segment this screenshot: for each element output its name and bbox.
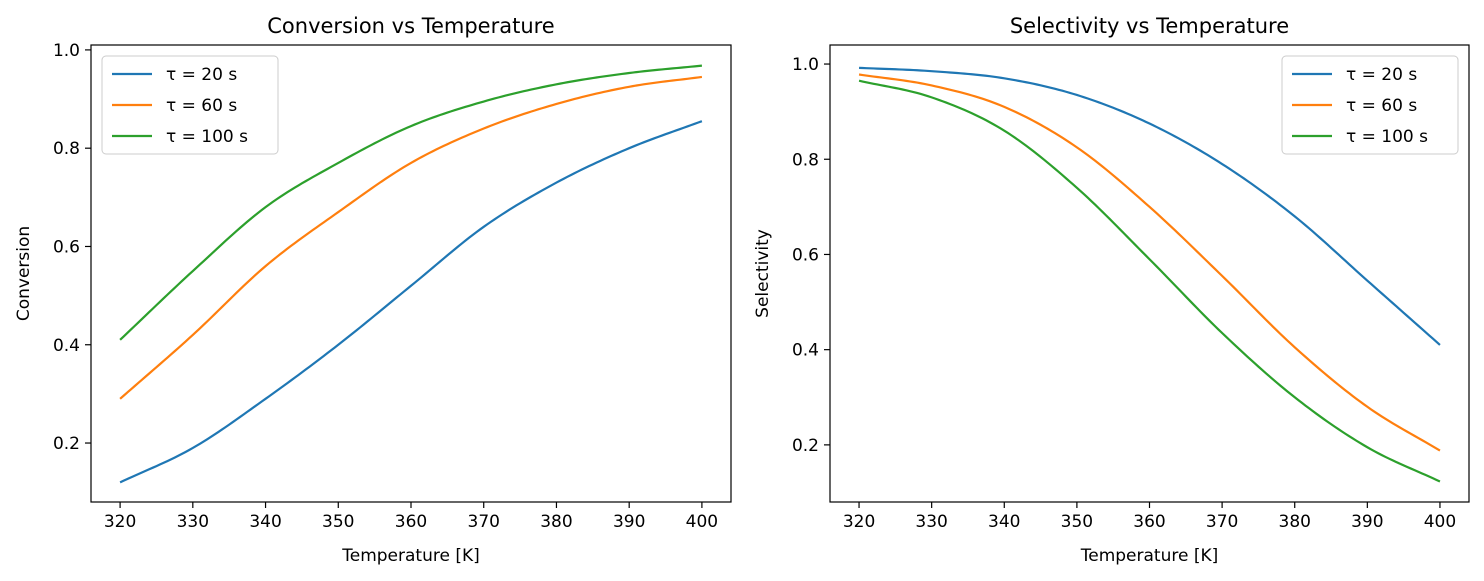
- x-tick-label: 330: [177, 512, 209, 532]
- y-tick-label: 0.4: [53, 336, 80, 356]
- y-tick-label: 0.2: [53, 434, 80, 454]
- conversion-chart: 320 330 340 350 360 370 380 390 400 0.2 0.4 0.6 0.8 1…: [14, 14, 732, 566]
- series-line-60-s: [119, 75, 703, 400]
- legend-label-60-s: τ = 60 s: [1346, 96, 1417, 116]
- y-axis-label: Selectivity: [753, 229, 773, 318]
- x-tick-label: 340: [988, 512, 1020, 532]
- chart-title: Selectivity vs Temperature: [1010, 14, 1289, 38]
- y-tick-label: 0.8: [53, 139, 80, 159]
- x-tick-label: 320: [104, 512, 136, 532]
- x-tick-label: 330: [915, 512, 947, 532]
- series-line-100-s: [858, 79, 1441, 483]
- x-tick-label: 340: [249, 512, 281, 532]
- y-tick-label: 0.6: [792, 245, 819, 265]
- legend-label-100-s: τ = 100 s: [1346, 127, 1428, 147]
- y-tick-label: 1.0: [53, 41, 80, 61]
- y-tick-label: 0.4: [792, 341, 819, 361]
- x-tick-label: 380: [540, 512, 572, 532]
- y-tick-label: 0.2: [792, 436, 819, 456]
- x-tick-label: 350: [1061, 512, 1093, 532]
- x-tick-label: 370: [1206, 512, 1238, 532]
- x-tick-label: 350: [322, 512, 354, 532]
- legend-label-20-s: τ = 20 s: [166, 65, 237, 85]
- series-line-100-s: [119, 64, 703, 341]
- series-line-20-s: [119, 120, 703, 484]
- x-tick-label: 370: [468, 512, 500, 532]
- series-line-60-s: [858, 73, 1441, 452]
- legend: τ = 20 s τ = 60 s τ = 100 s: [1281, 55, 1459, 155]
- x-tick-label: 360: [395, 512, 427, 532]
- x-tick-label: 360: [1133, 512, 1165, 532]
- x-tick-label: 320: [843, 512, 875, 532]
- legend-box: [1281, 55, 1459, 155]
- legend-box: [101, 55, 279, 155]
- x-tick-label: 390: [613, 512, 645, 532]
- chart-title: Conversion vs Temperature: [267, 14, 554, 38]
- y-axis-label: Conversion: [14, 226, 34, 321]
- x-tick-label: 400: [1424, 512, 1456, 532]
- legend: τ = 20 s τ = 60 s τ = 100 s: [101, 55, 279, 155]
- x-axis-label: Temperature [K]: [341, 546, 480, 566]
- x-tick-label: 400: [686, 512, 718, 532]
- legend-label-20-s: τ = 20 s: [1346, 65, 1417, 85]
- x-tick-label: 380: [1279, 512, 1311, 532]
- y-tick-label: 0.8: [792, 150, 819, 170]
- y-tick-label: 0.6: [53, 237, 80, 257]
- x-tick-label: 390: [1351, 512, 1383, 532]
- series-line-20-s: [859, 66, 1441, 346]
- y-tick-label: 1.0: [792, 55, 819, 75]
- legend-label-60-s: τ = 60 s: [166, 96, 237, 116]
- selectivity-chart: 320 330 340 350 360 370 380 390 400 0.2 0.4 0.6 0.8 1…: [753, 14, 1470, 566]
- legend-label-100-s: τ = 100 s: [166, 127, 248, 147]
- x-axis-label: Temperature [K]: [1080, 546, 1219, 566]
